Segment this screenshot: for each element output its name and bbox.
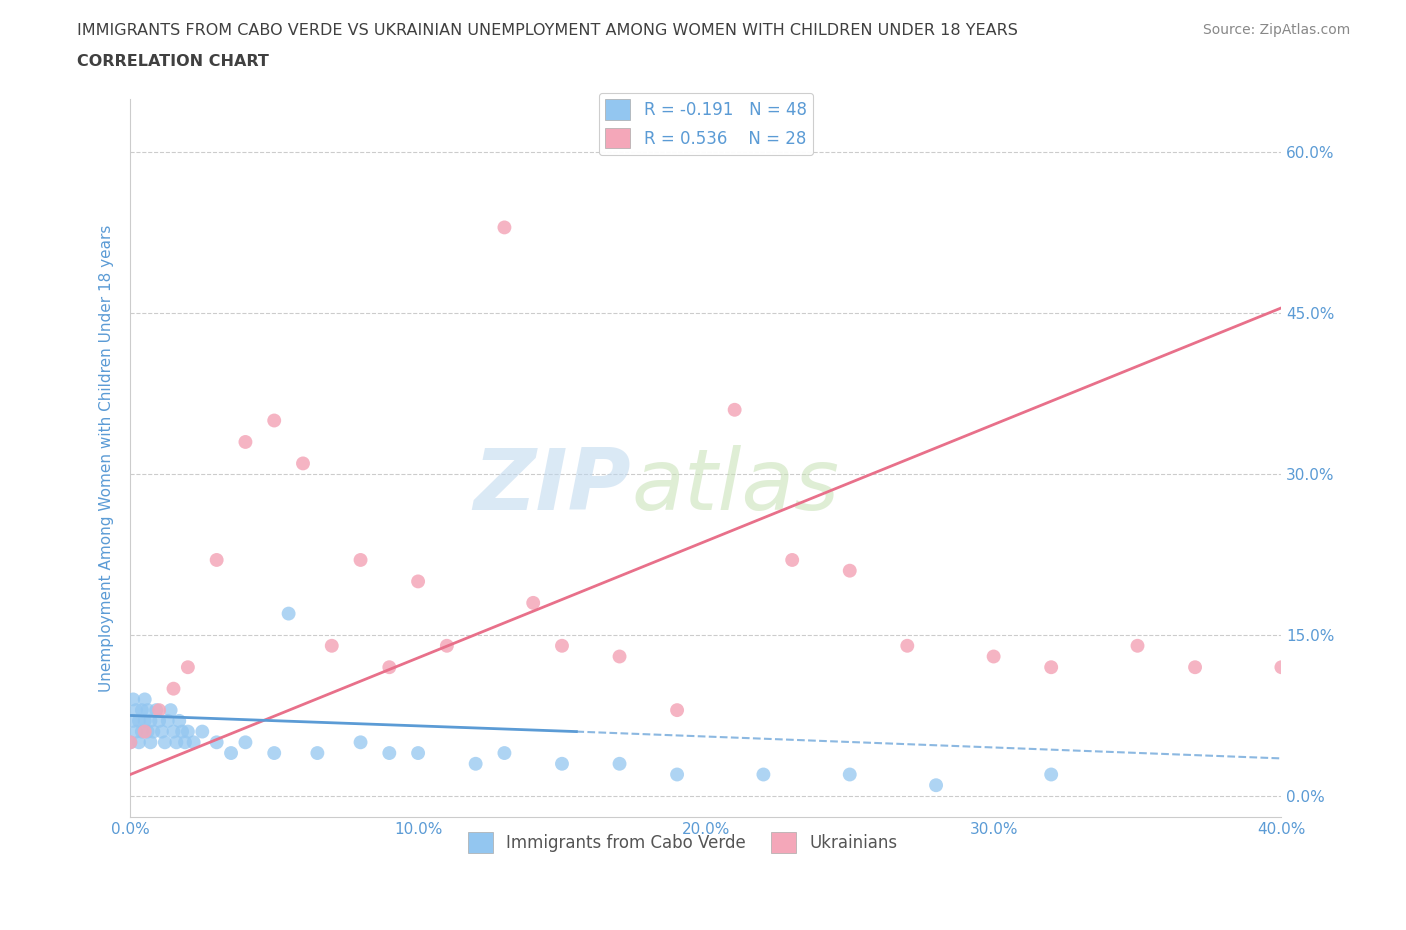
Point	[128, 735, 150, 750]
Point	[136, 724, 159, 739]
Text: atlas: atlas	[631, 445, 839, 528]
Point	[349, 735, 371, 750]
Point	[551, 756, 574, 771]
Point	[131, 703, 153, 718]
Legend: Immigrants from Cabo Verde, Ukrainians: Immigrants from Cabo Verde, Ukrainians	[461, 826, 904, 859]
Point	[159, 703, 181, 718]
Point	[494, 220, 516, 235]
Point	[464, 756, 486, 771]
Point	[134, 692, 156, 707]
Point	[136, 703, 159, 718]
Point	[1270, 659, 1292, 674]
Point	[666, 767, 689, 782]
Point	[139, 735, 162, 750]
Point	[925, 777, 948, 792]
Point	[291, 456, 314, 471]
Point	[406, 746, 429, 761]
Point	[551, 638, 574, 653]
Point	[896, 638, 918, 653]
Point	[162, 724, 184, 739]
Point	[609, 649, 631, 664]
Point	[752, 767, 775, 782]
Point	[183, 735, 205, 750]
Text: IMMIGRANTS FROM CABO VERDE VS UKRAINIAN UNEMPLOYMENT AMONG WOMEN WITH CHILDREN U: IMMIGRANTS FROM CABO VERDE VS UKRAINIAN …	[77, 23, 1018, 38]
Y-axis label: Unemployment Among Women with Children Under 18 years: Unemployment Among Women with Children U…	[100, 224, 114, 692]
Point	[307, 746, 329, 761]
Point	[1184, 659, 1206, 674]
Point	[131, 724, 153, 739]
Point	[125, 703, 148, 718]
Point	[162, 682, 184, 697]
Point	[838, 767, 860, 782]
Point	[983, 649, 1005, 664]
Point	[139, 713, 162, 728]
Point	[666, 703, 689, 718]
Text: CORRELATION CHART: CORRELATION CHART	[77, 54, 269, 69]
Point	[174, 735, 197, 750]
Point	[724, 403, 747, 418]
Point	[134, 724, 156, 739]
Text: ZIP: ZIP	[474, 445, 631, 528]
Point	[219, 746, 242, 761]
Point	[142, 724, 165, 739]
Point	[378, 659, 401, 674]
Point	[134, 713, 156, 728]
Point	[156, 713, 179, 728]
Point	[349, 552, 371, 567]
Point	[167, 713, 190, 728]
Point	[838, 564, 860, 578]
Point	[609, 756, 631, 771]
Point	[165, 735, 187, 750]
Text: Source: ZipAtlas.com: Source: ZipAtlas.com	[1202, 23, 1350, 37]
Point	[263, 746, 285, 761]
Point	[120, 735, 142, 750]
Point	[177, 659, 200, 674]
Point	[406, 574, 429, 589]
Point	[235, 735, 257, 750]
Point	[321, 638, 343, 653]
Point	[122, 692, 145, 707]
Point	[235, 434, 257, 449]
Point	[1040, 767, 1063, 782]
Point	[522, 595, 544, 610]
Point	[148, 713, 170, 728]
Point	[780, 552, 803, 567]
Point	[153, 735, 176, 750]
Point	[436, 638, 458, 653]
Point	[150, 724, 173, 739]
Point	[128, 713, 150, 728]
Point	[125, 724, 148, 739]
Point	[148, 703, 170, 718]
Point	[1126, 638, 1149, 653]
Point	[378, 746, 401, 761]
Point	[120, 735, 142, 750]
Point	[205, 552, 228, 567]
Point	[145, 703, 167, 718]
Point	[205, 735, 228, 750]
Point	[1040, 659, 1063, 674]
Point	[177, 724, 200, 739]
Point	[263, 413, 285, 428]
Point	[494, 746, 516, 761]
Point	[277, 606, 299, 621]
Point	[122, 713, 145, 728]
Point	[172, 724, 194, 739]
Point	[191, 724, 214, 739]
